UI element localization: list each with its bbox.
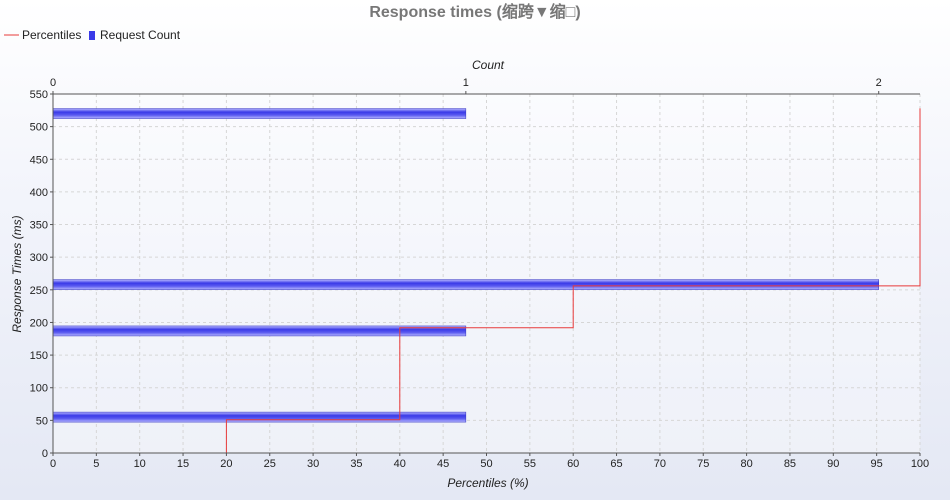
- chart-title: Response times (缩跨▼缩□): [369, 2, 580, 21]
- top-tick-label: 1: [463, 77, 469, 89]
- x-tick-label: 80: [740, 458, 752, 470]
- legend-request-count-swatch: [89, 31, 95, 40]
- y-tick-label: 350: [30, 220, 48, 232]
- x-tick-label: 35: [350, 458, 362, 470]
- x-tick-label: 10: [134, 458, 146, 470]
- x-axis-label: Percentiles (%): [447, 476, 528, 490]
- y-tick-label: 250: [30, 285, 48, 297]
- legend: Percentiles Request Count: [4, 28, 181, 42]
- x-tick-label: 85: [784, 458, 796, 470]
- y-tick-label: 100: [30, 383, 48, 395]
- request-count-bar: [52, 279, 879, 290]
- top-tick-label: 2: [876, 77, 882, 89]
- y-tick-label: 550: [30, 89, 48, 101]
- y-tick-label: 500: [30, 122, 48, 134]
- y-tick-label: 50: [36, 415, 48, 427]
- y-tick-label: 400: [30, 187, 48, 199]
- percentile-step-line: [225, 108, 921, 453]
- x-tick-label: 70: [654, 458, 666, 470]
- legend-percentiles-label: Percentiles: [22, 28, 81, 42]
- legend-request-count-label: Request Count: [100, 28, 181, 42]
- x-tick-label: 100: [911, 458, 929, 470]
- x-tick-label: 90: [827, 458, 839, 470]
- x-tick-label: 30: [307, 458, 319, 470]
- plot-background: [53, 94, 920, 453]
- top-axis-label: Count: [472, 58, 505, 72]
- x-tick-label: 40: [394, 458, 406, 470]
- x-tick-label: 95: [871, 458, 883, 470]
- y-axis-label: Response Times (ms): [10, 215, 24, 332]
- top-tick-label: 0: [50, 77, 56, 89]
- x-tick-label: 5: [93, 458, 99, 470]
- y-tick-label: 450: [30, 154, 48, 166]
- x-tick-label: 0: [50, 458, 56, 470]
- percentile-line: [225, 108, 921, 453]
- x-tick-label: 55: [524, 458, 536, 470]
- y-tick-label: 300: [30, 252, 48, 264]
- x-tick-label: 75: [697, 458, 709, 470]
- plot-area: [53, 94, 920, 453]
- request-count-bar: [52, 411, 467, 423]
- request-count-bar: [52, 108, 467, 119]
- y-tick-label: 0: [42, 448, 48, 460]
- x-tick-label: 65: [610, 458, 622, 470]
- x-tick-label: 15: [177, 458, 189, 470]
- y-tick-label: 150: [30, 350, 48, 362]
- axes: 0 5 10 15 20 25 30 35 40 45 50 55 60 65 70 75 80 85 90 95 10…: [30, 77, 930, 470]
- x-tick-label: 45: [437, 458, 449, 470]
- x-tick-label: 25: [264, 458, 276, 470]
- x-tick-label: 20: [220, 458, 232, 470]
- y-tick-label: 200: [30, 317, 48, 329]
- x-tick-label: 60: [567, 458, 579, 470]
- x-tick-label: 50: [480, 458, 492, 470]
